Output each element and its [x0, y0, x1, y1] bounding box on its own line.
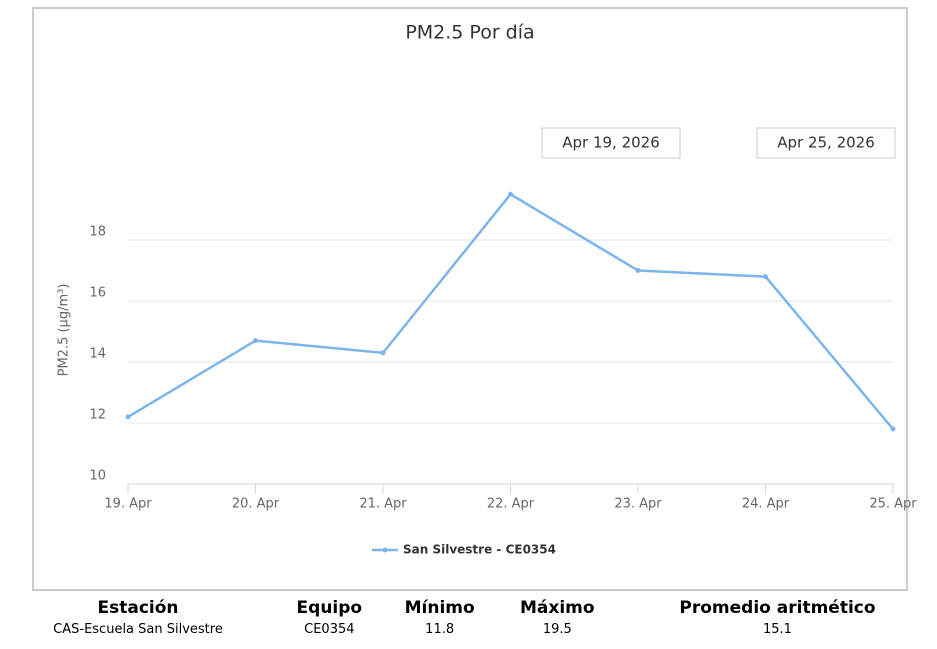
table-row: CAS-Escuela San Silvestre CE0354 11.8 19.5 1…: [0, 620, 937, 639]
range-to[interactable]: Apr 25, 2026: [777, 134, 875, 152]
summary-table: Estación Equipo Mínimo Máximo Promedio aritm…: [0, 596, 937, 639]
x-tick-label: 23. Apr: [614, 497, 662, 512]
point: [890, 426, 896, 432]
point: [508, 191, 513, 197]
table-cell: 11.8: [425, 622, 455, 637]
legend-label: San Silvestre - CE0354: [403, 543, 556, 557]
chart: PM2.5 Por día PM2.5 (µg/m³) Apr 19, 2026…: [32, 7, 917, 591]
range-to-box[interactable]: [756, 127, 896, 159]
x-tick-label: 24. Apr: [742, 497, 790, 512]
y-tick-label: 12: [89, 408, 106, 423]
legend-marker: [382, 547, 388, 553]
range-from[interactable]: Apr 19, 2026: [562, 134, 660, 152]
column-header: Equipo: [296, 598, 363, 618]
x-tick-label: 25. Apr: [869, 497, 917, 512]
table-cell: 19.5: [542, 622, 572, 637]
table-cell: CAS-Escuela San Silvestre: [53, 622, 223, 637]
y-tick-label: 14: [89, 347, 106, 362]
column-header: Promedio aritmético: [679, 598, 876, 618]
y-axis-title: PM2.5 (µg/m³): [57, 284, 72, 377]
point: [635, 268, 641, 273]
table-cell: 15.1: [762, 622, 792, 637]
point: [125, 414, 131, 420]
point: [253, 338, 258, 344]
column-header: Máximo: [520, 598, 595, 618]
point: [763, 274, 768, 280]
chart-title: PM2.5 Por día: [405, 22, 534, 44]
x-tick-label: 20. Apr: [232, 497, 280, 512]
y-tick-label: 10: [89, 469, 106, 484]
x-tick-label: 19. Apr: [104, 497, 152, 512]
header-row: Estación Equipo Mínimo Máximo Promedio aritm…: [0, 596, 937, 620]
chart-frame: [32, 7, 908, 591]
point: [380, 350, 386, 356]
y-tick-label: 18: [89, 225, 106, 240]
column-header: Estación: [97, 598, 179, 618]
range-from-box[interactable]: [541, 127, 681, 159]
x-tick-label: 22. Apr: [487, 497, 535, 512]
column-header: Mínimo: [404, 598, 475, 618]
table-cell: CE0354: [304, 622, 355, 637]
y-tick-label: 16: [89, 286, 106, 301]
x-tick-label: 21. Apr: [359, 497, 407, 512]
